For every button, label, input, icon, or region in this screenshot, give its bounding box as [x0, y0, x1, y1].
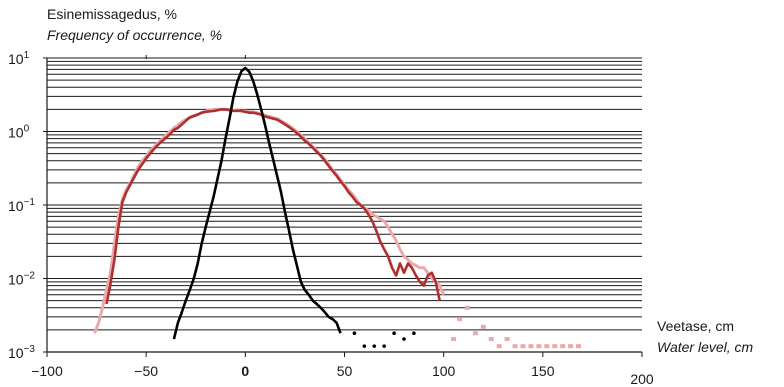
series-line-2	[172, 66, 342, 340]
series-point-4	[528, 344, 534, 349]
series-point-4	[457, 317, 463, 322]
x-axis-title-english: Water level, cm	[657, 339, 754, 355]
series-point-4	[520, 344, 526, 349]
y-tick-label: 100	[8, 124, 30, 141]
series-point-3	[402, 337, 406, 341]
y-tick-label: 10−3	[8, 344, 35, 361]
x-tick-label: 100	[432, 363, 456, 379]
series-point-4	[488, 337, 494, 342]
series-point-3	[412, 331, 416, 336]
x-tick-label: 150	[531, 363, 555, 379]
series-point-4	[552, 344, 558, 349]
series-point-4	[496, 344, 502, 349]
x-tick-label: −100	[31, 363, 63, 379]
x-axis-title: Veetase, cm	[657, 318, 735, 334]
series-point-3	[352, 331, 357, 336]
x-tick-label: −50	[134, 363, 158, 379]
y-tick-label: 10−1	[8, 197, 35, 214]
series-point-4	[544, 344, 550, 349]
series-point-4	[451, 337, 457, 342]
series-line-1	[105, 108, 441, 305]
y-axis-title: Esinemissagedus, %	[47, 6, 177, 22]
y-axis-title-english: Frequency of occurrence, %	[47, 27, 223, 43]
y-tick-label: 10−2	[8, 271, 35, 288]
series-point-4	[464, 305, 470, 310]
x-tick-label: 0	[241, 363, 249, 379]
series-point-3	[362, 344, 367, 348]
series-point-4	[568, 344, 574, 349]
series-point-4	[504, 337, 510, 342]
x-tick-label: 200	[630, 371, 654, 387]
series-point-4	[576, 344, 582, 349]
series-point-4	[512, 344, 518, 349]
series-point-4	[472, 331, 478, 336]
series-point-3	[372, 344, 377, 348]
series-point-4	[560, 344, 566, 349]
series-point-3	[382, 344, 386, 348]
y-tick-label: 101	[8, 50, 30, 67]
x-tick-label: 50	[337, 363, 353, 379]
series-point-3	[392, 331, 396, 336]
series-point-4	[536, 344, 542, 349]
series-point-4	[480, 324, 486, 329]
